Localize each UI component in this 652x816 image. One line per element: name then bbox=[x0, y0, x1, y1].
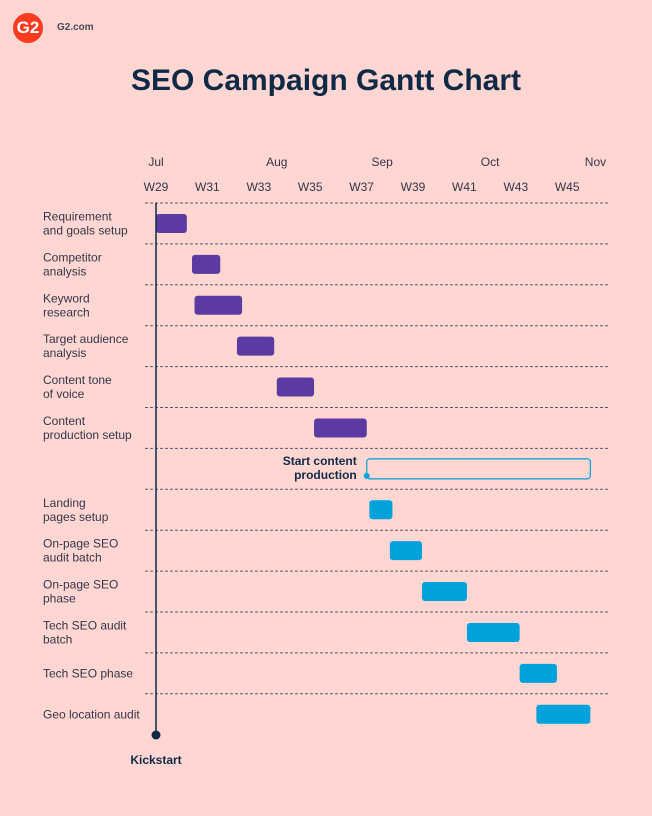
task-label: Geo location audit bbox=[43, 707, 140, 721]
task-bar bbox=[466, 622, 520, 642]
task-label: batch bbox=[43, 632, 72, 646]
task-label: analysis bbox=[43, 346, 86, 360]
task-label: Tech SEO phase bbox=[43, 666, 133, 680]
task-label: phase bbox=[43, 592, 76, 606]
task-bar bbox=[156, 213, 187, 233]
week-tick-label: W45 bbox=[555, 180, 580, 194]
month-tick-label: Jul bbox=[148, 155, 163, 169]
task-label: Tech SEO audit bbox=[43, 618, 127, 632]
task-label: Content tone bbox=[43, 373, 112, 387]
milestone-label: production bbox=[294, 468, 357, 482]
task-bar bbox=[536, 704, 591, 724]
milestone-label: Start content bbox=[283, 454, 357, 468]
task-label: Competitor bbox=[43, 250, 102, 264]
task-label: and goals setup bbox=[43, 223, 128, 237]
month-tick-label: Sep bbox=[371, 155, 393, 169]
week-tick-label: W35 bbox=[298, 180, 323, 194]
task-bar bbox=[191, 254, 221, 274]
task-label: audit batch bbox=[43, 551, 102, 565]
task-label: research bbox=[43, 305, 90, 319]
task-label: analysis bbox=[43, 264, 86, 278]
task-bar bbox=[389, 541, 422, 561]
month-tick-label: Nov bbox=[585, 155, 606, 169]
task-label: Keyword bbox=[43, 291, 90, 305]
kickstart-label: Kickstart bbox=[130, 753, 181, 767]
week-tick-label: W33 bbox=[246, 180, 271, 194]
week-tick-label: W29 bbox=[144, 180, 169, 194]
task-label: of voice bbox=[43, 387, 85, 401]
task-bar bbox=[236, 336, 275, 356]
task-label: Requirement bbox=[43, 209, 112, 223]
month-tick-label: Aug bbox=[266, 155, 287, 169]
task-bar bbox=[276, 377, 315, 397]
task-bar bbox=[519, 663, 557, 683]
kickstart-dot bbox=[151, 730, 161, 740]
task-bar bbox=[369, 500, 393, 520]
task-label: Target audience bbox=[43, 332, 129, 346]
week-tick-label: W39 bbox=[401, 180, 426, 194]
milestone-dot bbox=[363, 472, 370, 479]
task-label: On-page SEO bbox=[43, 578, 118, 592]
task-bar bbox=[314, 418, 367, 438]
week-tick-label: W41 bbox=[452, 180, 477, 194]
task-bar bbox=[194, 295, 243, 315]
week-tick-label: W31 bbox=[195, 180, 220, 194]
site-name: G2.com bbox=[57, 22, 94, 33]
task-label: Landing bbox=[43, 496, 86, 510]
task-bar-outline bbox=[366, 458, 591, 480]
week-tick-label: W37 bbox=[349, 180, 374, 194]
chart-title: SEO Campaign Gantt Chart bbox=[130, 64, 522, 97]
task-label: production setup bbox=[43, 428, 132, 442]
task-label: pages setup bbox=[43, 510, 109, 524]
g2-logo: G2 bbox=[13, 13, 43, 43]
task-label: Content bbox=[43, 414, 86, 428]
task-bar bbox=[421, 582, 467, 602]
task-label: On-page SEO bbox=[43, 537, 118, 551]
month-tick-label: Oct bbox=[481, 155, 500, 169]
week-tick-label: W43 bbox=[503, 180, 528, 194]
